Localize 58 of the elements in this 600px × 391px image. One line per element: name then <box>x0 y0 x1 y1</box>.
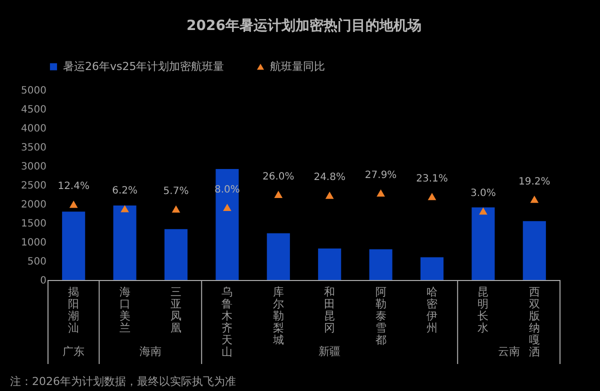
legend-label: 暑运26年vs25年计划加密航班量 <box>63 60 224 73</box>
y-tick-label: 2000 <box>21 200 46 210</box>
bar <box>472 207 495 280</box>
text: 新疆 <box>318 345 341 358</box>
y-tick-label: 3000 <box>21 162 46 172</box>
data-label: 5.7% <box>163 186 189 198</box>
x-tick-label: 昆明长水 <box>478 286 489 334</box>
point <box>120 205 129 212</box>
x-tick-label: 三亚凤凰 <box>170 286 182 334</box>
bar <box>266 233 290 280</box>
y-tick-label: 1000 <box>21 238 46 248</box>
data-label: 3.0% <box>470 188 496 199</box>
chart-title: 2026年暑运计划加密热门目的地机场 <box>186 17 422 34</box>
text: 注：2026年为计划数据，最终以实际执飞为准 <box>10 375 236 388</box>
y-tick-label: 4000 <box>21 124 46 134</box>
y-tick-label: 0 <box>40 276 46 286</box>
point <box>479 207 488 215</box>
point <box>69 200 78 208</box>
point <box>428 192 436 200</box>
x-tick-label: 和田昆冈 <box>324 286 336 334</box>
point <box>325 192 334 199</box>
x-tick-label: 揭阳潮汕 <box>68 286 80 334</box>
bar <box>420 257 444 280</box>
bar <box>62 212 86 280</box>
x-tick-label: 哈密伊州 <box>426 286 438 334</box>
x-tick-label: 海口美兰 <box>119 286 130 334</box>
bar <box>369 249 392 280</box>
point <box>223 204 232 212</box>
text: 云南 <box>498 345 520 358</box>
x-tick-label: 西双版纳嘎洒 <box>528 286 540 358</box>
legend-label: 航班量同比 <box>270 60 325 73</box>
data-label: 23.1% <box>416 173 448 184</box>
data-label: 6.2% <box>112 186 138 197</box>
bar <box>318 248 342 280</box>
y-tick-label: 1500 <box>21 218 46 230</box>
y-tick-label: 5000 <box>21 86 46 96</box>
bar <box>164 229 188 280</box>
point <box>376 189 385 197</box>
point <box>274 190 283 198</box>
point <box>172 205 180 213</box>
data-label: 19.2% <box>518 176 550 188</box>
point <box>530 196 539 203</box>
data-label: 24.8% <box>314 172 346 184</box>
y-tick-label: 2500 <box>21 180 46 192</box>
bar <box>522 221 546 280</box>
data-label: 27.9% <box>364 170 397 181</box>
y-tick-label: 4500 <box>21 104 46 116</box>
x-tick-label: 库尔勒梨城 <box>272 286 284 346</box>
x-tick-label: 阿勒泰雪都 <box>375 286 386 346</box>
y-tick-label: 3500 <box>21 142 46 154</box>
data-label: 26.0% <box>262 171 294 182</box>
bar <box>216 169 239 280</box>
text: 广东 <box>62 345 85 358</box>
y-tick-label: 500 <box>27 256 46 268</box>
x-tick-label: 乌鲁木齐天山 <box>222 286 233 358</box>
text: 海南 <box>139 345 162 358</box>
bar <box>113 206 136 280</box>
data-label: 12.4% <box>58 181 90 192</box>
